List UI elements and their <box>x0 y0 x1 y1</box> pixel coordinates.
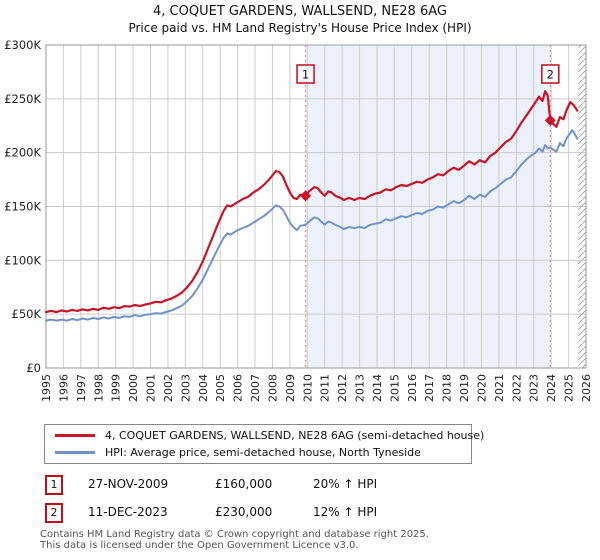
license-footer: Contains HM Land Registry data © Crown c… <box>40 529 429 551</box>
x-tick-label: 2022 <box>510 374 523 402</box>
series-hpi-line <box>45 129 579 322</box>
x-tick-label: 2020 <box>475 374 488 402</box>
y-tick-label: £200K <box>4 146 41 160</box>
legend-row-property: 4, COQUET GARDENS, WALLSEND, NE28 6AG (s… <box>45 427 484 444</box>
x-tick-label: 2014 <box>371 374 384 402</box>
annotation-row-2: 2 11-DEC-2023 £230,000 12% ↑ HPI <box>0 503 600 523</box>
x-tick-label: 1995 <box>40 374 53 402</box>
annotation-number-2: 2 <box>45 503 63 523</box>
event-flag-label-1: 1 <box>302 68 309 82</box>
x-tick-label: 2010 <box>301 374 314 402</box>
annotation-date-1: 27-NOV-2009 <box>88 477 169 491</box>
x-tick-label: 2001 <box>145 374 158 402</box>
x-tick-label: 2021 <box>493 374 506 402</box>
x-tick-label: 2012 <box>336 374 349 402</box>
legend-box: 4, COQUET GARDENS, WALLSEND, NE28 6AG (s… <box>44 424 484 464</box>
chart-subtitle: Price paid vs. HM Land Registry's House … <box>128 21 472 35</box>
x-tick-label: 2019 <box>458 374 471 402</box>
annotation-price-1: £160,000 <box>215 477 273 491</box>
x-tick-label: 2025 <box>563 374 576 402</box>
annotation-price-2: £230,000 <box>215 505 273 519</box>
legend-label-property: 4, COQUET GARDENS, WALLSEND, NE28 6AG (s… <box>105 429 485 442</box>
x-tick-label: 2011 <box>319 374 332 402</box>
x-tick-label: 1999 <box>110 374 123 402</box>
annotation-row-1: 1 27-NOV-2009 £160,000 20% ↑ HPI <box>0 475 600 495</box>
x-tick-label: 2024 <box>545 374 558 402</box>
event-flag-box-1 <box>296 64 315 84</box>
legend-line-sample-red <box>55 434 95 437</box>
annotation-hpi-1: 20% ↑ HPI <box>313 477 378 491</box>
legend-label-hpi: HPI: Average price, semi-detached house,… <box>105 446 421 459</box>
x-tick-label: 2017 <box>423 374 436 402</box>
x-tick-label: 2004 <box>197 374 210 402</box>
price-chart: 1 2 £0 £50K £100K £150K £200K £250K £300K 1995 199… <box>4 38 593 402</box>
x-tick-label: 2002 <box>162 374 175 402</box>
x-tick-label: 1998 <box>92 374 105 402</box>
x-tick-label: 1997 <box>75 374 88 402</box>
annotation-hpi-2: 12% ↑ HPI <box>313 505 378 519</box>
event-flag-box-2 <box>541 64 560 84</box>
footer-line-2: This data is licensed under the Open Gov… <box>40 540 359 551</box>
y-tick-label: £100K <box>4 253 41 267</box>
annotation-number-1: 1 <box>45 475 63 495</box>
legend-row-hpi: HPI: Average price, semi-detached house,… <box>45 444 471 461</box>
x-tick-label: 2015 <box>388 374 401 402</box>
x-tick-label: 1996 <box>57 374 70 402</box>
x-tick-label: 2000 <box>127 374 140 402</box>
plot-border <box>45 44 587 369</box>
future-hatched-region <box>578 45 586 368</box>
legend-line-sample-blue <box>55 451 95 454</box>
y-tick-label: £150K <box>4 200 41 214</box>
x-tick-label: 2013 <box>354 374 367 402</box>
annotation-date-2: 11-DEC-2023 <box>88 505 168 519</box>
event-flag-label-2: 2 <box>547 68 554 82</box>
y-tick-label: £0 <box>26 361 41 375</box>
y-tick-label: £250K <box>4 92 41 106</box>
x-tick-label: 2026 <box>580 374 593 402</box>
x-tick-label: 2006 <box>232 374 245 402</box>
x-tick-label: 2003 <box>179 374 192 402</box>
x-tick-label: 2008 <box>266 374 279 402</box>
y-tick-label: £300K <box>4 38 41 52</box>
footer-line-1: Contains HM Land Registry data © Crown c… <box>40 529 429 540</box>
sale-marker-2 <box>544 114 556 126</box>
x-tick-label: 2005 <box>214 374 227 402</box>
x-tick-label: 2009 <box>284 374 297 402</box>
x-tick-label: 2023 <box>528 374 541 402</box>
x-tick-label: 2016 <box>406 374 419 402</box>
sale-marker-1 <box>300 190 312 202</box>
x-tick-label: 2018 <box>441 374 454 402</box>
x-tick-label: 2007 <box>249 374 262 402</box>
chart-title: 4, COQUET GARDENS, WALLSEND, NE28 6AG <box>153 4 447 19</box>
y-tick-label: £50K <box>12 307 42 321</box>
series-property-line <box>44 90 579 314</box>
